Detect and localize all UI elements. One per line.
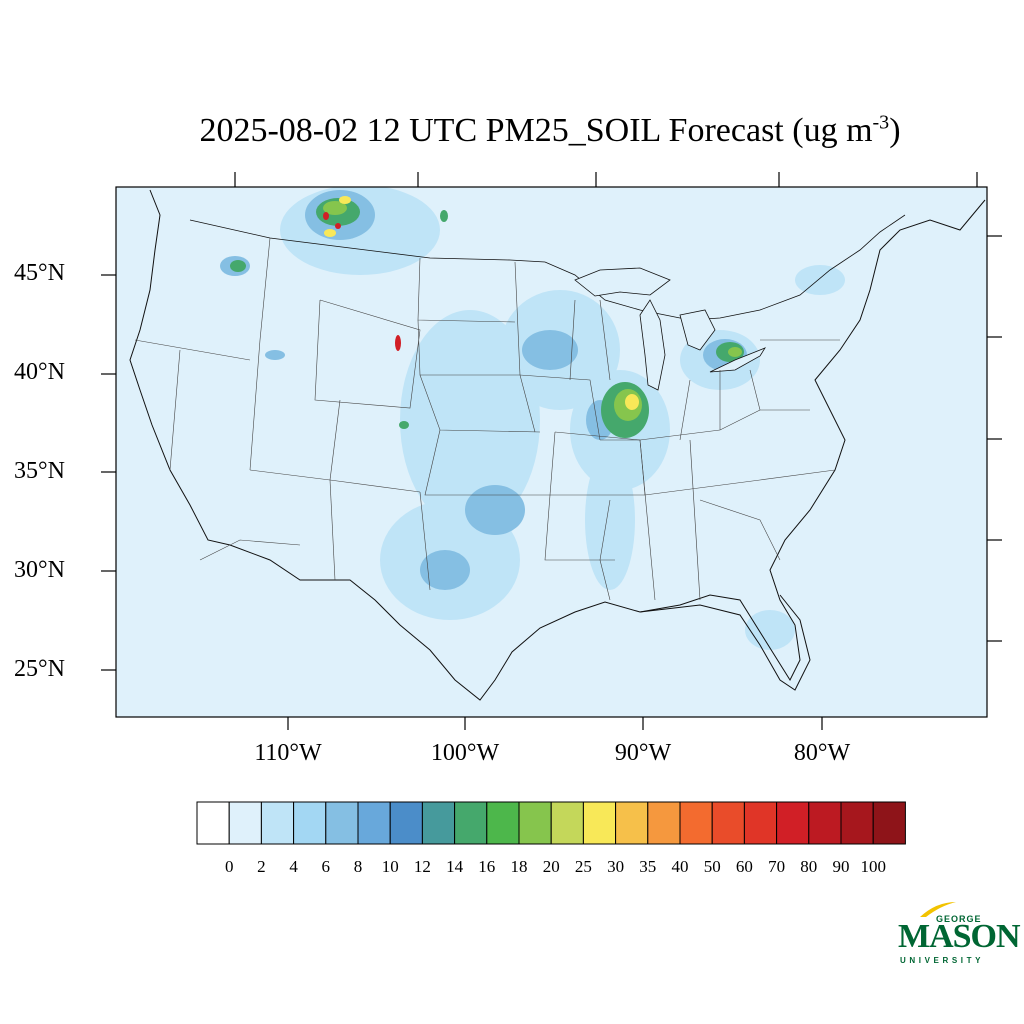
lat-label-35: 35°N: [14, 458, 65, 484]
level-30-regions: [324, 196, 639, 410]
title-superscript: -3: [872, 111, 890, 134]
colorbar-label: 2: [257, 857, 266, 876]
colorbar-label: 50: [703, 857, 721, 876]
chart-title: 2025-08-02 12 UTC PM25_SOIL Forecast (ug…: [120, 112, 980, 150]
colorbar-label: 18: [510, 857, 528, 876]
colorbar-swatch: [615, 801, 649, 845]
canada-border: [189, 214, 906, 321]
colorbar-label: 0: [224, 857, 234, 876]
colorbar-swatch: [776, 801, 810, 845]
colorbar-swatch: [872, 801, 906, 845]
lake-michigan: [639, 299, 666, 391]
florida-outline: [639, 594, 811, 691]
colorbar-swatch: [582, 801, 617, 845]
colorbar-label: 40: [671, 857, 689, 876]
colorbar-swatch: [421, 801, 456, 845]
colorbar-swatch: [518, 801, 552, 845]
lake-superior: [574, 267, 671, 297]
state-borders: [134, 237, 840, 601]
map-frame: [115, 186, 988, 718]
colorbar-swatch: [647, 801, 681, 845]
colorbar-swatch: [454, 801, 488, 845]
lon-label-100w: 100°W: [430, 740, 500, 766]
colorbar-label: 25: [574, 857, 592, 876]
level-8-regions: [220, 190, 747, 590]
colorbar-label: 80: [800, 857, 818, 876]
colorbar-swatch: [325, 801, 359, 845]
colorbar-label: 35: [639, 857, 657, 876]
colorbar-label: 70: [768, 857, 786, 876]
colorbar-swatch: [486, 801, 520, 845]
colorbar-swatch: [389, 801, 423, 845]
lat-label-25: 25°N: [14, 656, 65, 682]
colorbar-label: 60: [735, 857, 753, 876]
logo-george: GEORGE: [936, 914, 982, 924]
colorbar-label: 20: [542, 857, 560, 876]
colorbar-label: 90: [832, 857, 850, 876]
colorbar-swatch: [679, 801, 713, 845]
colorbar-label: 16: [478, 857, 496, 876]
lon-label-90w: 90°W: [614, 740, 672, 766]
colorbar-swatch: [357, 801, 391, 845]
level-80-regions: [323, 212, 401, 351]
colorbar-label: 12: [413, 857, 431, 876]
colorbar-label: 14: [446, 857, 464, 876]
title-close: ): [889, 112, 901, 149]
colorbar-swatch: [550, 801, 584, 845]
lon-label-80w: 80°W: [793, 740, 851, 766]
title-text: 2025-08-02 12 UTC PM25_SOIL Forecast (ug…: [199, 112, 873, 149]
lat-label-40: 40°N: [14, 359, 65, 385]
colorbar-swatch: [808, 801, 842, 845]
logo-university: UNIVERSITY: [900, 956, 985, 965]
colorbar-swatch: [743, 801, 778, 845]
lat-label-45: 45°N: [14, 260, 65, 286]
colorbar-label: 8: [353, 857, 363, 876]
colorbar-label: 30: [607, 857, 625, 876]
lake-huron: [679, 309, 716, 351]
colorbar-swatch: [196, 801, 230, 845]
lat-label-30: 30°N: [14, 557, 65, 583]
colorbar-label: 100: [860, 857, 886, 876]
logo-swoosh-icon: [920, 902, 956, 917]
gmu-logo: GEORGE MASON UNIVERSITY: [898, 900, 1021, 970]
colorbar-swatch: [840, 801, 874, 845]
colorbar-label: 10: [381, 857, 399, 876]
colorbar: [196, 801, 906, 845]
axis-ticks: [101, 172, 1002, 730]
logo-mason: MASON: [898, 918, 1021, 955]
colorbar-swatch: [260, 801, 295, 845]
lon-label-110w: 110°W: [254, 740, 322, 766]
colorbar-swatch: [293, 801, 327, 845]
colorbar-swatch: [228, 801, 262, 845]
colorbar-swatch: [711, 801, 745, 845]
colorbar-label: 4: [289, 857, 298, 876]
colorbar-label: 6: [321, 857, 331, 876]
lake-erie: [709, 347, 766, 373]
